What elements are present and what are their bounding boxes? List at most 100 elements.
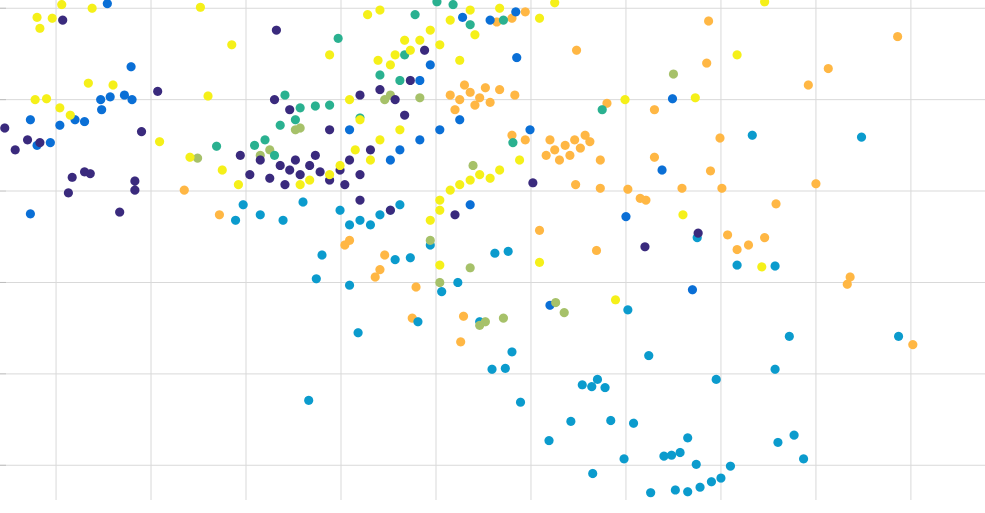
scatter-point <box>85 169 95 179</box>
scatter-point <box>845 272 855 282</box>
scatter-point <box>580 130 590 140</box>
scatter-point <box>495 84 505 95</box>
scatter-point <box>623 184 633 194</box>
scatter-point <box>238 200 248 210</box>
scatter-point <box>375 265 385 275</box>
scatter-point <box>370 272 380 282</box>
scatter-point <box>575 143 585 153</box>
scatter-point <box>415 35 425 45</box>
scatter-point <box>644 350 654 361</box>
scatter-point <box>385 155 395 165</box>
scatter-point <box>390 254 400 265</box>
scatter-point <box>390 50 400 60</box>
scatter-point <box>511 7 521 17</box>
scatter-point <box>83 78 93 88</box>
scatter-point <box>355 115 365 125</box>
scatter-point <box>235 150 245 160</box>
scatter-point <box>375 135 385 145</box>
scatter-point <box>856 132 867 142</box>
scatter-point <box>646 488 656 498</box>
scatter-point <box>525 125 535 135</box>
scatter-point <box>355 195 365 205</box>
scatter-point <box>105 92 115 102</box>
scatter-point <box>355 215 365 225</box>
scatter-point <box>355 90 365 100</box>
scatter-point <box>380 250 390 260</box>
scatter-point <box>211 141 222 151</box>
scatter-point <box>667 94 678 104</box>
scatter-point <box>668 69 679 79</box>
scatter-point <box>405 45 415 55</box>
scatter-point <box>743 240 754 250</box>
scatter-point <box>495 165 505 175</box>
scatter-point <box>375 210 385 220</box>
scatter-point <box>405 253 415 263</box>
scatter-point <box>453 277 463 288</box>
scatter-point <box>498 15 509 25</box>
scatter-point <box>126 62 136 72</box>
scatter-point <box>419 45 430 55</box>
scatter-point <box>295 180 305 190</box>
scatter-point <box>760 0 770 7</box>
scatter-point <box>115 207 125 217</box>
scatter-point <box>395 75 405 86</box>
scatter-point <box>41 94 52 104</box>
scatter-point <box>705 166 716 176</box>
scatter-point <box>335 160 345 171</box>
scatter-point <box>410 10 420 20</box>
scatter-point <box>154 137 165 147</box>
scatter-point <box>55 103 65 113</box>
scatter-point <box>311 274 321 284</box>
scatter-point <box>269 95 280 105</box>
scatter-point <box>333 33 343 43</box>
scatter-point <box>465 200 475 210</box>
scatter-point <box>304 395 314 405</box>
scatter-point <box>757 262 767 272</box>
scatter-point <box>592 374 603 384</box>
scatter-point <box>495 3 505 13</box>
scatter-point <box>136 127 147 137</box>
scatter-point <box>295 103 305 113</box>
scatter-point <box>340 180 350 190</box>
scatter-point <box>487 364 497 374</box>
scatter-point <box>45 137 55 148</box>
scatter-point <box>310 101 320 111</box>
scatter-point <box>534 225 545 235</box>
scatter-point <box>534 13 545 23</box>
scatter-point <box>385 205 395 215</box>
scatter-point <box>425 25 435 35</box>
scatter-point <box>230 215 241 225</box>
scatter-point <box>324 50 335 60</box>
scatter-point <box>803 80 813 90</box>
scatter-point <box>591 245 602 256</box>
scatter-point <box>503 246 513 256</box>
scatter-point <box>63 188 73 198</box>
scatter-point <box>908 340 918 350</box>
scatter-point <box>344 280 355 290</box>
scatter-point <box>587 382 597 392</box>
scatter-point <box>65 110 75 120</box>
scatter-point <box>432 0 442 7</box>
scatter-point <box>675 447 685 458</box>
scatter-point <box>227 40 237 50</box>
scatter-point <box>365 155 376 165</box>
scatter-point <box>435 277 445 288</box>
scatter-point <box>324 100 335 110</box>
scatter-point <box>559 308 569 318</box>
scatter-point <box>30 95 40 105</box>
scatter-point <box>375 70 385 80</box>
scatter-point <box>450 105 460 115</box>
scatter-point <box>498 313 509 323</box>
scatter-point <box>732 260 742 270</box>
scatter-point <box>500 363 510 373</box>
scatter-point <box>842 279 852 289</box>
scatter-point <box>703 16 714 26</box>
scatter-point <box>255 210 265 220</box>
scatter-point <box>260 135 270 145</box>
scatter-point <box>571 180 581 190</box>
scatter-point <box>280 90 290 100</box>
scatter-point <box>732 50 742 60</box>
scatter-point <box>185 152 195 162</box>
scatter-point <box>657 165 667 175</box>
scatter-point <box>97 105 107 115</box>
